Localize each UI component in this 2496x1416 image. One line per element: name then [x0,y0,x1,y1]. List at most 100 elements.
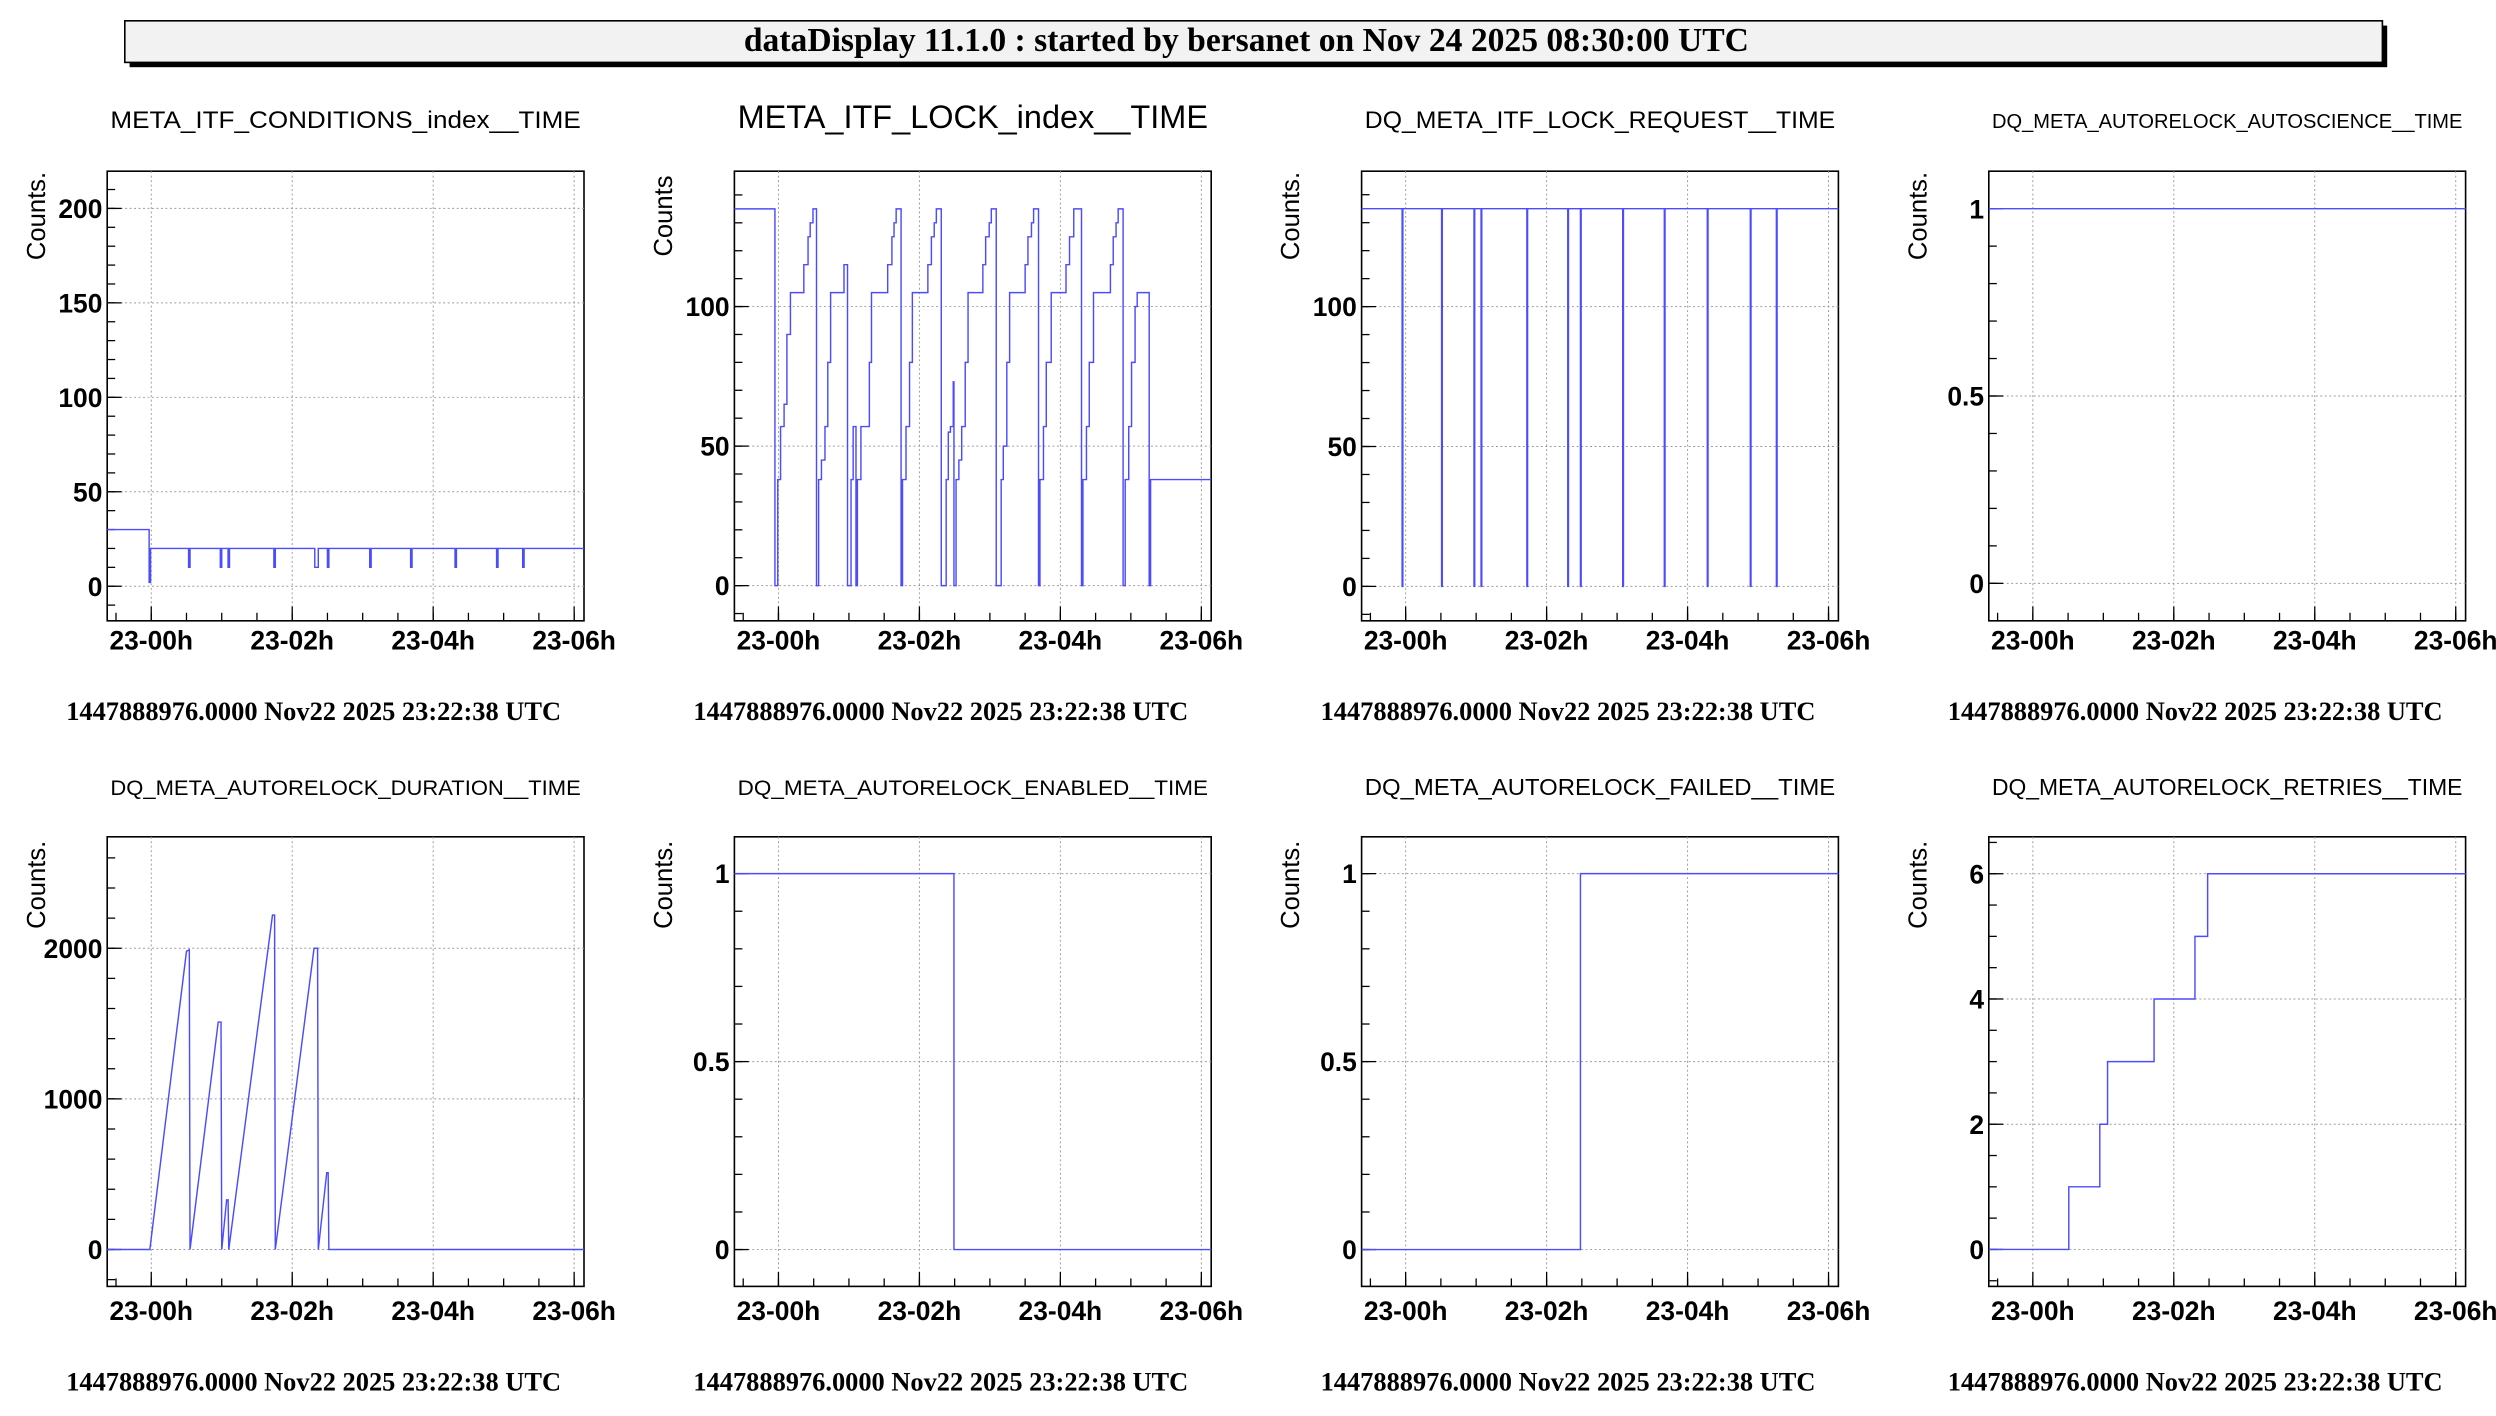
x-tick-label: 23-00h [737,626,821,656]
y-axis-label: Counts. [650,841,678,929]
x-tick-label: 23-04h [1646,1296,1730,1326]
y-tick-label: 150 [58,288,102,318]
x-tick-label: 23-00h [1364,1296,1448,1326]
x-tick-label: 23-06h [1787,1296,1871,1326]
x-tick-label: 23-00h [109,626,193,656]
x-tick-label: 23-04h [2273,1296,2357,1326]
chart-footer-timestamp: 1447888976.0000 Nov22 2025 23:22:38 UTC [1948,696,2443,726]
y-tick-label: 6 [1969,859,1984,889]
y-tick-label: 100 [1313,292,1357,322]
chart-title: DQ_META_ITF_LOCK_REQUEST__TIME [1365,107,1835,134]
y-tick-label: 100 [58,383,102,413]
y-axis-label: Counts. [1904,841,1932,929]
series-line [734,872,1212,1251]
x-tick-label: 23-02h [250,626,334,656]
chart-title: DQ_META_AUTORELOCK_DURATION__TIME [110,775,580,800]
y-tick-label: 200 [58,194,102,224]
chart-footer-timestamp: 1447888976.0000 Nov22 2025 23:22:38 UTC [66,1366,561,1396]
series-line [107,914,584,1251]
x-tick-label: 23-02h [878,626,962,656]
chart-title: DQ_META_AUTORELOCK_AUTOSCIENCE__TIME [1992,111,2462,133]
y-axis-label: Counts. [1904,172,1932,260]
x-tick-label: 23-06h [1787,626,1871,656]
plot-frame [106,170,585,622]
x-tick-label: 23-06h [2414,1296,2496,1326]
chart-footer-timestamp: 1447888976.0000 Nov22 2025 23:22:38 UTC [66,696,561,726]
y-tick-label: 0 [88,572,103,602]
series-line [1361,872,1839,1251]
plot-frame [1360,170,1840,622]
x-tick-label: 23-02h [2132,1296,2216,1326]
x-tick-label: 23-00h [1991,1296,2075,1326]
y-axis-label: Counts. [23,841,51,929]
y-axis-label: Counts. [1277,841,1305,929]
x-tick-label: 23-00h [737,1296,821,1326]
chart-panel: DQ_META_AUTORELOCK_DURATION__TIME 23-00h 2… [23,775,616,1396]
chart-footer-timestamp: 1447888976.0000 Nov22 2025 23:22:38 UTC [1948,1366,2443,1396]
x-tick-label: 23-04h [2273,626,2357,656]
chart-footer-timestamp: 1447888976.0000 Nov22 2025 23:22:38 UTC [693,1366,1188,1396]
x-tick-label: 23-02h [250,1296,334,1326]
header-box [124,20,2384,64]
x-tick-label: 23-02h [878,1296,962,1326]
chart-panel: DQ_META_AUTORELOCK_ENABLED__TIME 23-00h 23… [650,777,1243,1396]
y-axis-label: Counts [650,175,678,256]
y-tick-label: 0 [1969,1235,1984,1265]
x-tick-label: 23-02h [2132,626,2216,656]
x-tick-label: 23-02h [1505,1296,1589,1326]
x-tick-label: 23-06h [1160,626,1244,656]
y-tick-label: 1000 [44,1084,103,1114]
y-tick-label: 0 [715,1235,730,1265]
x-tick-label: 23-04h [1019,626,1103,656]
x-tick-label: 23-06h [532,1296,616,1326]
chart-footer-timestamp: 1447888976.0000 Nov22 2025 23:22:38 UTC [1321,1366,1816,1396]
y-tick-label: 100 [686,292,730,322]
x-tick-label: 23-04h [391,1296,475,1326]
plot-frame [106,836,585,1288]
series-line [1361,207,1839,588]
chart-title: META_ITF_LOCK_index__TIME [738,99,1208,135]
x-tick-label: 23-06h [532,626,616,656]
x-tick-label: 23-04h [391,626,475,656]
chart-footer-timestamp: 1447888976.0000 Nov22 2025 23:22:38 UTC [693,696,1188,726]
y-tick-label: 4 [1969,985,1984,1015]
chart-panel: DQ_META_AUTORELOCK_FAILED__TIME 23-00h 23-… [1277,774,1870,1396]
y-tick-label: 50 [700,432,729,462]
x-tick-label: 23-04h [1019,1296,1103,1326]
x-tick-label: 23-06h [1160,1296,1244,1326]
y-tick-label: 50 [1327,432,1356,462]
chart-title: DQ_META_AUTORELOCK_ENABLED__TIME [738,777,1208,800]
x-tick-label: 23-00h [1364,626,1448,656]
chart-panel: DQ_META_AUTORELOCK_RETRIES__TIME 23-00h 23… [1904,774,2496,1396]
y-tick-label: 0.5 [1947,382,1984,412]
plot-frame [1988,836,2467,1288]
chart-panel: DQ_META_ITF_LOCK_REQUEST__TIME 23-00h 23-0… [1277,107,1870,726]
y-tick-label: 0.5 [1320,1047,1357,1077]
x-tick-label: 23-00h [109,1296,193,1326]
y-tick-label: 1 [1969,194,1984,224]
y-tick-label: 1 [1342,859,1357,889]
y-tick-label: 0 [1342,572,1357,602]
series-line [107,528,584,584]
series-line [1988,873,2466,1251]
y-tick-label: 0 [1342,1235,1357,1265]
x-tick-label: 23-06h [2414,626,2496,656]
chart-panel: META_ITF_CONDITIONS_index__TIME 23-00h 23-… [23,107,616,726]
chart-panel: META_ITF_LOCK_index__TIME 23-00h 23-02h 23-… [650,99,1243,726]
x-tick-label: 23-02h [1505,626,1589,656]
y-tick-label: 0 [1969,569,1984,599]
y-tick-label: 0.5 [693,1047,730,1077]
y-tick-label: 2000 [44,934,103,964]
y-tick-label: 1 [715,859,730,889]
series-line [734,208,1212,587]
header-title: dataDisplay 11.1.0 : started by bersanet… [744,22,1749,59]
y-tick-label: 0 [88,1235,103,1265]
y-tick-label: 2 [1969,1110,1984,1140]
x-tick-label: 23-00h [1991,626,2075,656]
y-tick-label: 50 [73,477,102,507]
chart-panel: DQ_META_AUTORELOCK_AUTOSCIENCE__TIME 23-0… [1904,111,2496,726]
chart-title: DQ_META_AUTORELOCK_RETRIES__TIME [1992,774,2462,800]
chart-footer-timestamp: 1447888976.0000 Nov22 2025 23:22:38 UTC [1321,696,1816,726]
y-tick-label: 0 [715,571,730,601]
